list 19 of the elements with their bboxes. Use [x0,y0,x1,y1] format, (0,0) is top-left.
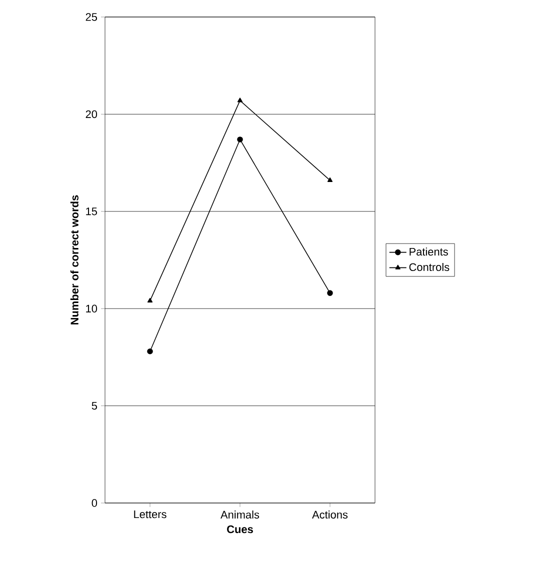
y-tick-label: 25 [86,13,98,21]
x-tick-label: Letters [134,510,166,518]
legend-label: Patients [410,248,448,256]
y-tick-label: 10 [86,304,98,312]
y-tick-label: 15 [86,208,98,216]
y-tick-label: 20 [86,110,98,118]
point [327,177,333,182]
legend-label: Controls [409,262,450,272]
y-tick-label: 5 [92,402,98,410]
point [237,98,243,102]
x-axis-title: Cues [227,525,253,534]
y-tick-label: 0 [92,499,98,507]
x-tick-label: Actions [312,510,348,519]
point [147,348,153,354]
y-axis-title: Number of correct words [70,195,78,324]
point [237,136,243,142]
x-tick-label: Animals [220,510,260,519]
point [147,298,153,302]
point [327,290,333,296]
